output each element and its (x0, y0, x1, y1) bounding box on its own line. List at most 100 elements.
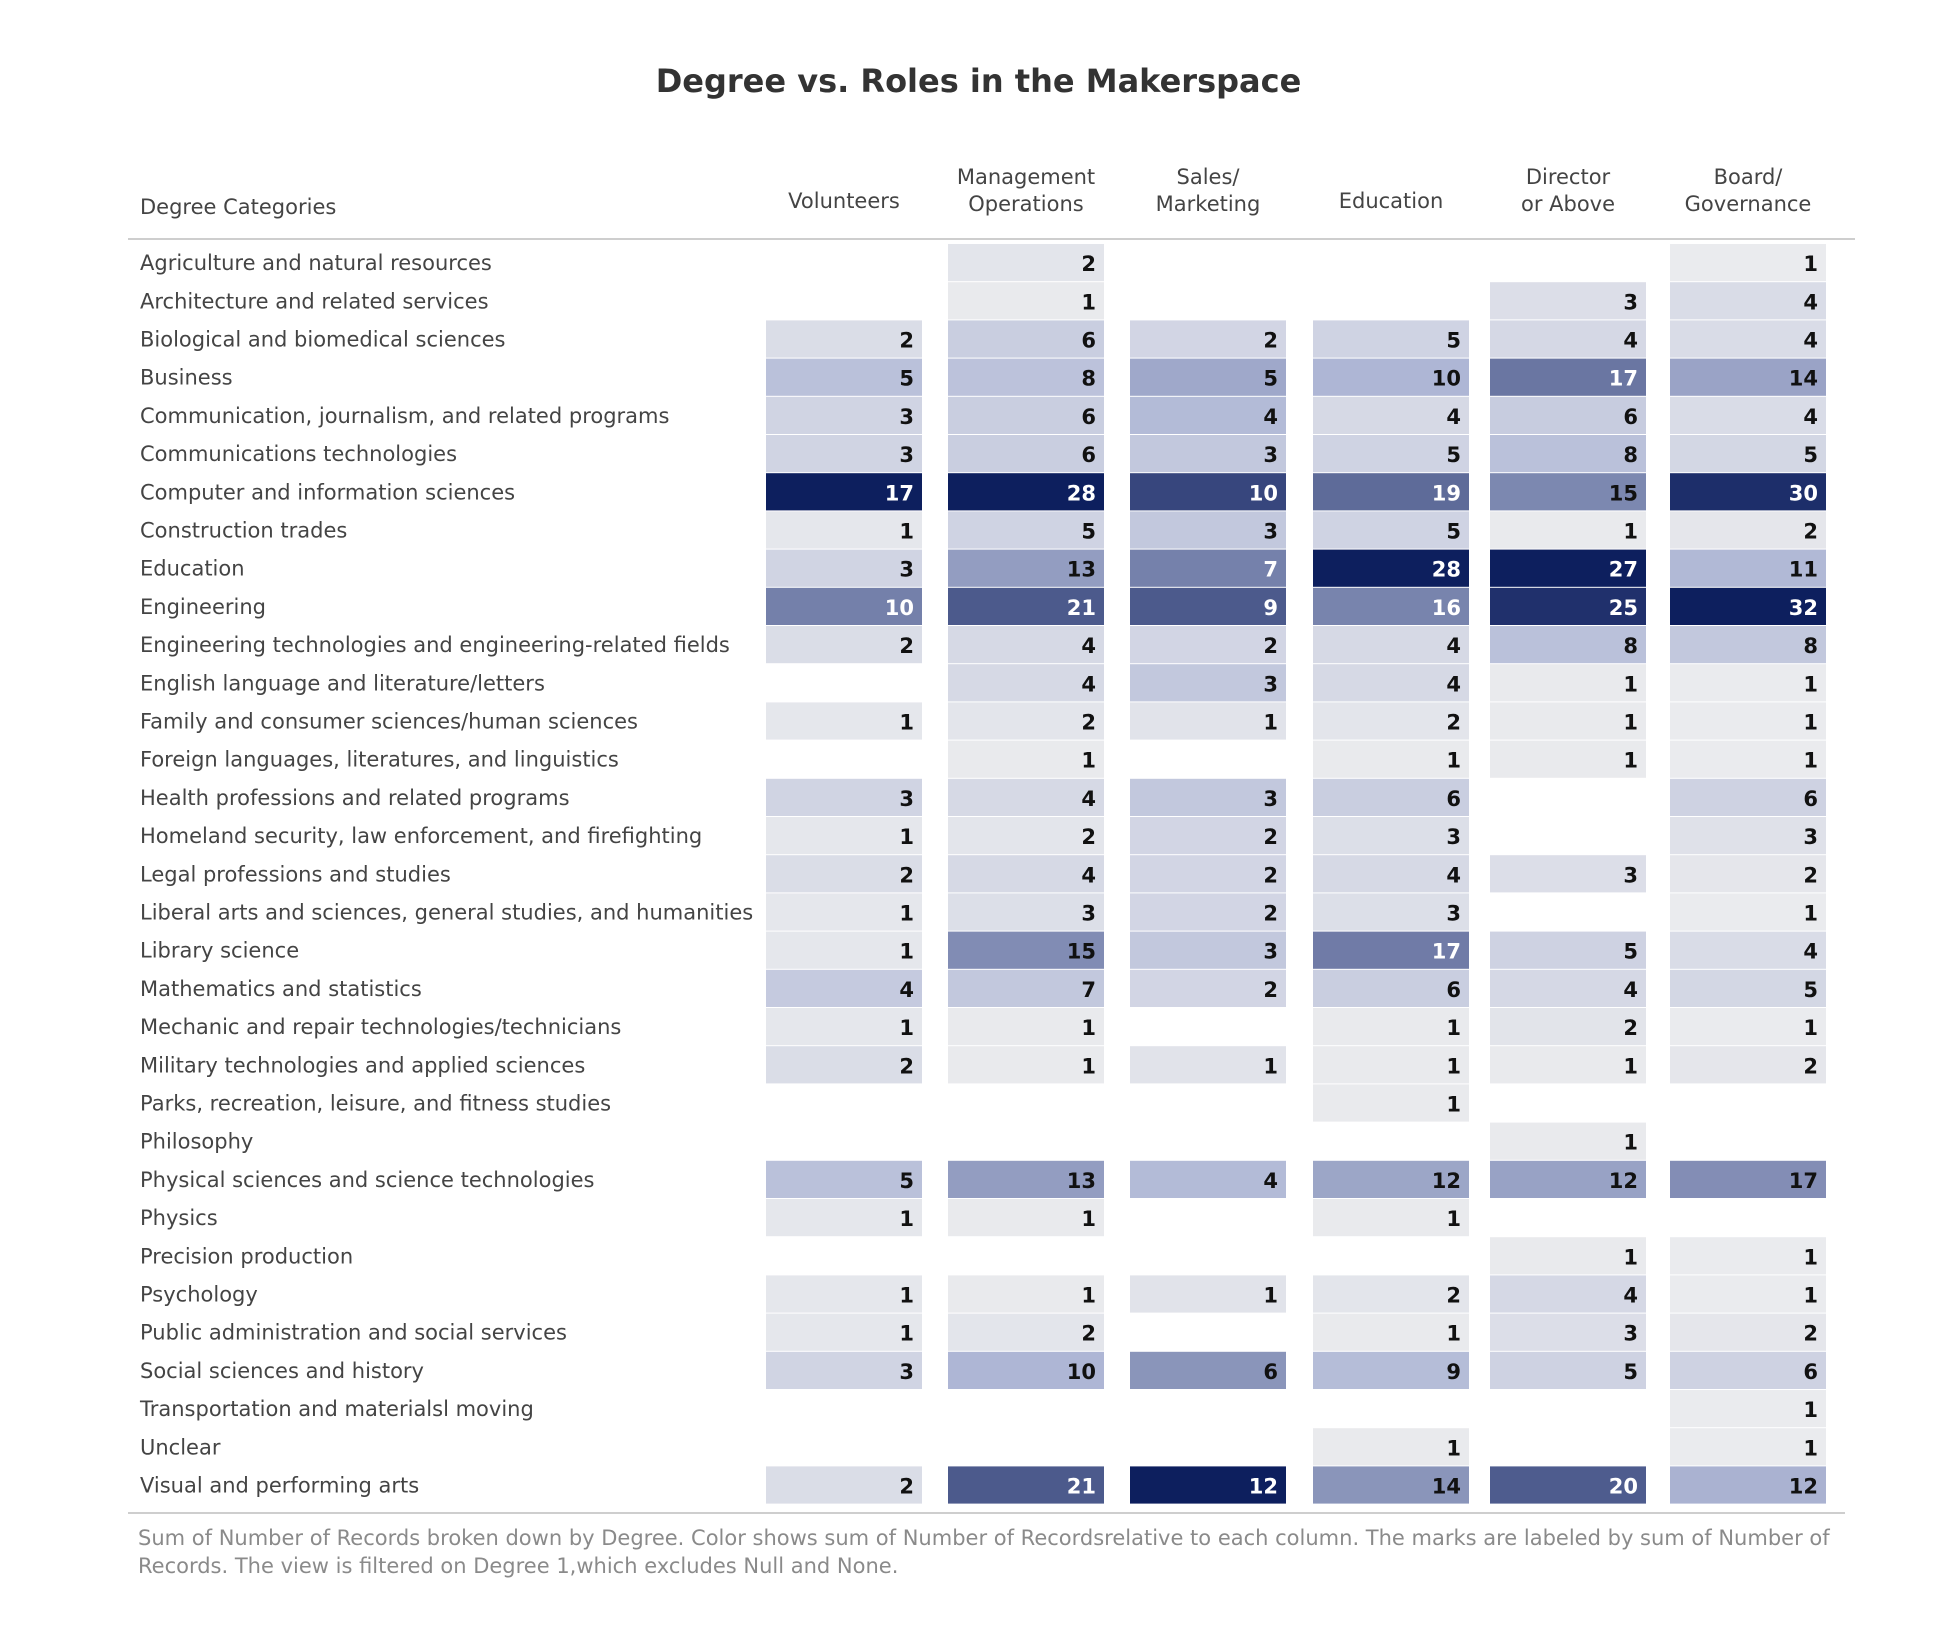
cell-value-label: 7 (1263, 558, 1278, 582)
heatmap-cell (948, 626, 1104, 664)
cell-value-label: 4 (1446, 405, 1461, 429)
heatmap-cell (1313, 855, 1469, 893)
cell-value-label: 1 (1263, 711, 1278, 735)
heatmap-cell (1130, 664, 1286, 702)
cell-value-label: 1 (1803, 252, 1818, 276)
heatmap-cell (948, 587, 1104, 625)
row-label: Library science (140, 939, 299, 963)
heatmap-cell (1670, 1466, 1826, 1504)
heatmap-cell (948, 1008, 1104, 1046)
cell-value-label: 5 (1446, 520, 1461, 544)
cell-value-label: 6 (1081, 405, 1096, 429)
cell-value-label: 8 (1623, 634, 1638, 658)
cell-value-label: 2 (1803, 863, 1818, 887)
cell-value-label: 7 (1081, 978, 1096, 1002)
heatmap-cell (1490, 1008, 1646, 1046)
cell-value-label: 6 (1803, 787, 1818, 811)
heatmap-cell (766, 1275, 922, 1313)
heatmap-cell (1670, 1160, 1826, 1198)
heatmap-cell (1670, 282, 1826, 320)
cell-value-label: 9 (1446, 1360, 1461, 1384)
cell-value-label: 19 (1432, 481, 1461, 505)
row-label: Public administration and social service… (140, 1321, 567, 1345)
heatmap-cell (1670, 1351, 1826, 1389)
cell-value-label: 1 (1081, 1284, 1096, 1308)
heatmap-cell (948, 473, 1104, 511)
cell-value-label: 2 (1263, 329, 1278, 353)
cell-value-label: 3 (1263, 787, 1278, 811)
row-label: Homeland security, law enforcement, and … (140, 824, 702, 848)
column-header-label: Sales/ (1177, 165, 1241, 189)
heatmap-cell (1490, 473, 1646, 511)
column-header-label: Board/ (1714, 165, 1784, 189)
heatmap-cell (1313, 1046, 1469, 1084)
cell-value-label: 1 (1446, 1016, 1461, 1040)
heatmap-cell (766, 473, 922, 511)
heatmap-cell (1130, 511, 1286, 549)
cell-value-label: 16 (1432, 596, 1461, 620)
row-label: Legal professions and studies (140, 862, 451, 886)
heatmap-cell (1670, 1237, 1826, 1275)
cell-value-label: 1 (899, 711, 914, 735)
heatmap-cell (1670, 1008, 1826, 1046)
heatmap-cell (948, 740, 1104, 778)
cell-value-label: 20 (1609, 1475, 1638, 1499)
heatmap-cell (948, 549, 1104, 587)
row-label: Mechanic and repair technologies/technic… (140, 1015, 621, 1039)
heatmap-cell (766, 778, 922, 816)
cell-value-label: 3 (1446, 825, 1461, 849)
cell-value-label: 3 (1623, 863, 1638, 887)
cell-value-label: 3 (1263, 520, 1278, 544)
row-label: Social sciences and history (140, 1359, 424, 1383)
cell-value-label: 1 (1263, 1054, 1278, 1078)
heatmap-cell (766, 549, 922, 587)
cell-value-label: 5 (1803, 978, 1818, 1002)
cell-value-label: 1 (899, 1016, 914, 1040)
cell-value-label: 6 (1081, 329, 1096, 353)
heatmap-cell (766, 969, 922, 1007)
heatmap-cell (1670, 396, 1826, 434)
heatmap-cell (1490, 358, 1646, 396)
heatmap-cell (1130, 855, 1286, 893)
heatmap-cell (1670, 587, 1826, 625)
heatmap-cell (1130, 893, 1286, 931)
heatmap-cell (1670, 1428, 1826, 1466)
heatmap-cell (1490, 702, 1646, 740)
cell-value-label: 17 (1789, 1169, 1818, 1193)
row-label: Precision production (140, 1244, 353, 1268)
cell-value-label: 1 (1446, 1436, 1461, 1460)
row-label: Foreign languages, literatures, and ling… (140, 748, 619, 772)
heatmap-cell (1490, 1237, 1646, 1275)
heatmap-cell (1313, 740, 1469, 778)
heatmap-cell (1313, 1084, 1469, 1122)
cell-value-label: 12 (1789, 1475, 1818, 1499)
cell-value-label: 1 (1623, 1054, 1638, 1078)
cell-value-label: 15 (1609, 481, 1638, 505)
cell-value-label: 1 (1446, 1207, 1461, 1231)
heatmap-cell (948, 1199, 1104, 1237)
row-label: Psychology (140, 1283, 258, 1307)
cell-value-label: 5 (899, 367, 914, 391)
heatmap-cell (948, 893, 1104, 931)
heatmap-cell (948, 1046, 1104, 1084)
heatmap-cell (948, 1275, 1104, 1313)
heatmap-cell (1490, 1351, 1646, 1389)
heatmap-cell (948, 778, 1104, 816)
cell-value-label: 4 (1446, 672, 1461, 696)
row-label: Physics (140, 1206, 218, 1230)
heatmap-cell (948, 969, 1104, 1007)
heatmap-cell (1490, 1046, 1646, 1084)
cell-value-label: 4 (1081, 634, 1096, 658)
row-label: Unclear (140, 1435, 221, 1459)
cell-value-label: 1 (1623, 711, 1638, 735)
column-header-label: or Above (1521, 192, 1615, 216)
heatmap-cell (1313, 1160, 1469, 1198)
heatmap-cell (1490, 282, 1646, 320)
chart-caption: Sum of Number of Records broken down by … (138, 1526, 1830, 1578)
cell-value-label: 2 (1263, 634, 1278, 658)
cell-value-label: 14 (1432, 1475, 1461, 1499)
heatmap-cell (1670, 626, 1826, 664)
heatmap-cell (1670, 1390, 1826, 1428)
heatmap-cell (766, 1351, 922, 1389)
heatmap-cell (766, 626, 922, 664)
